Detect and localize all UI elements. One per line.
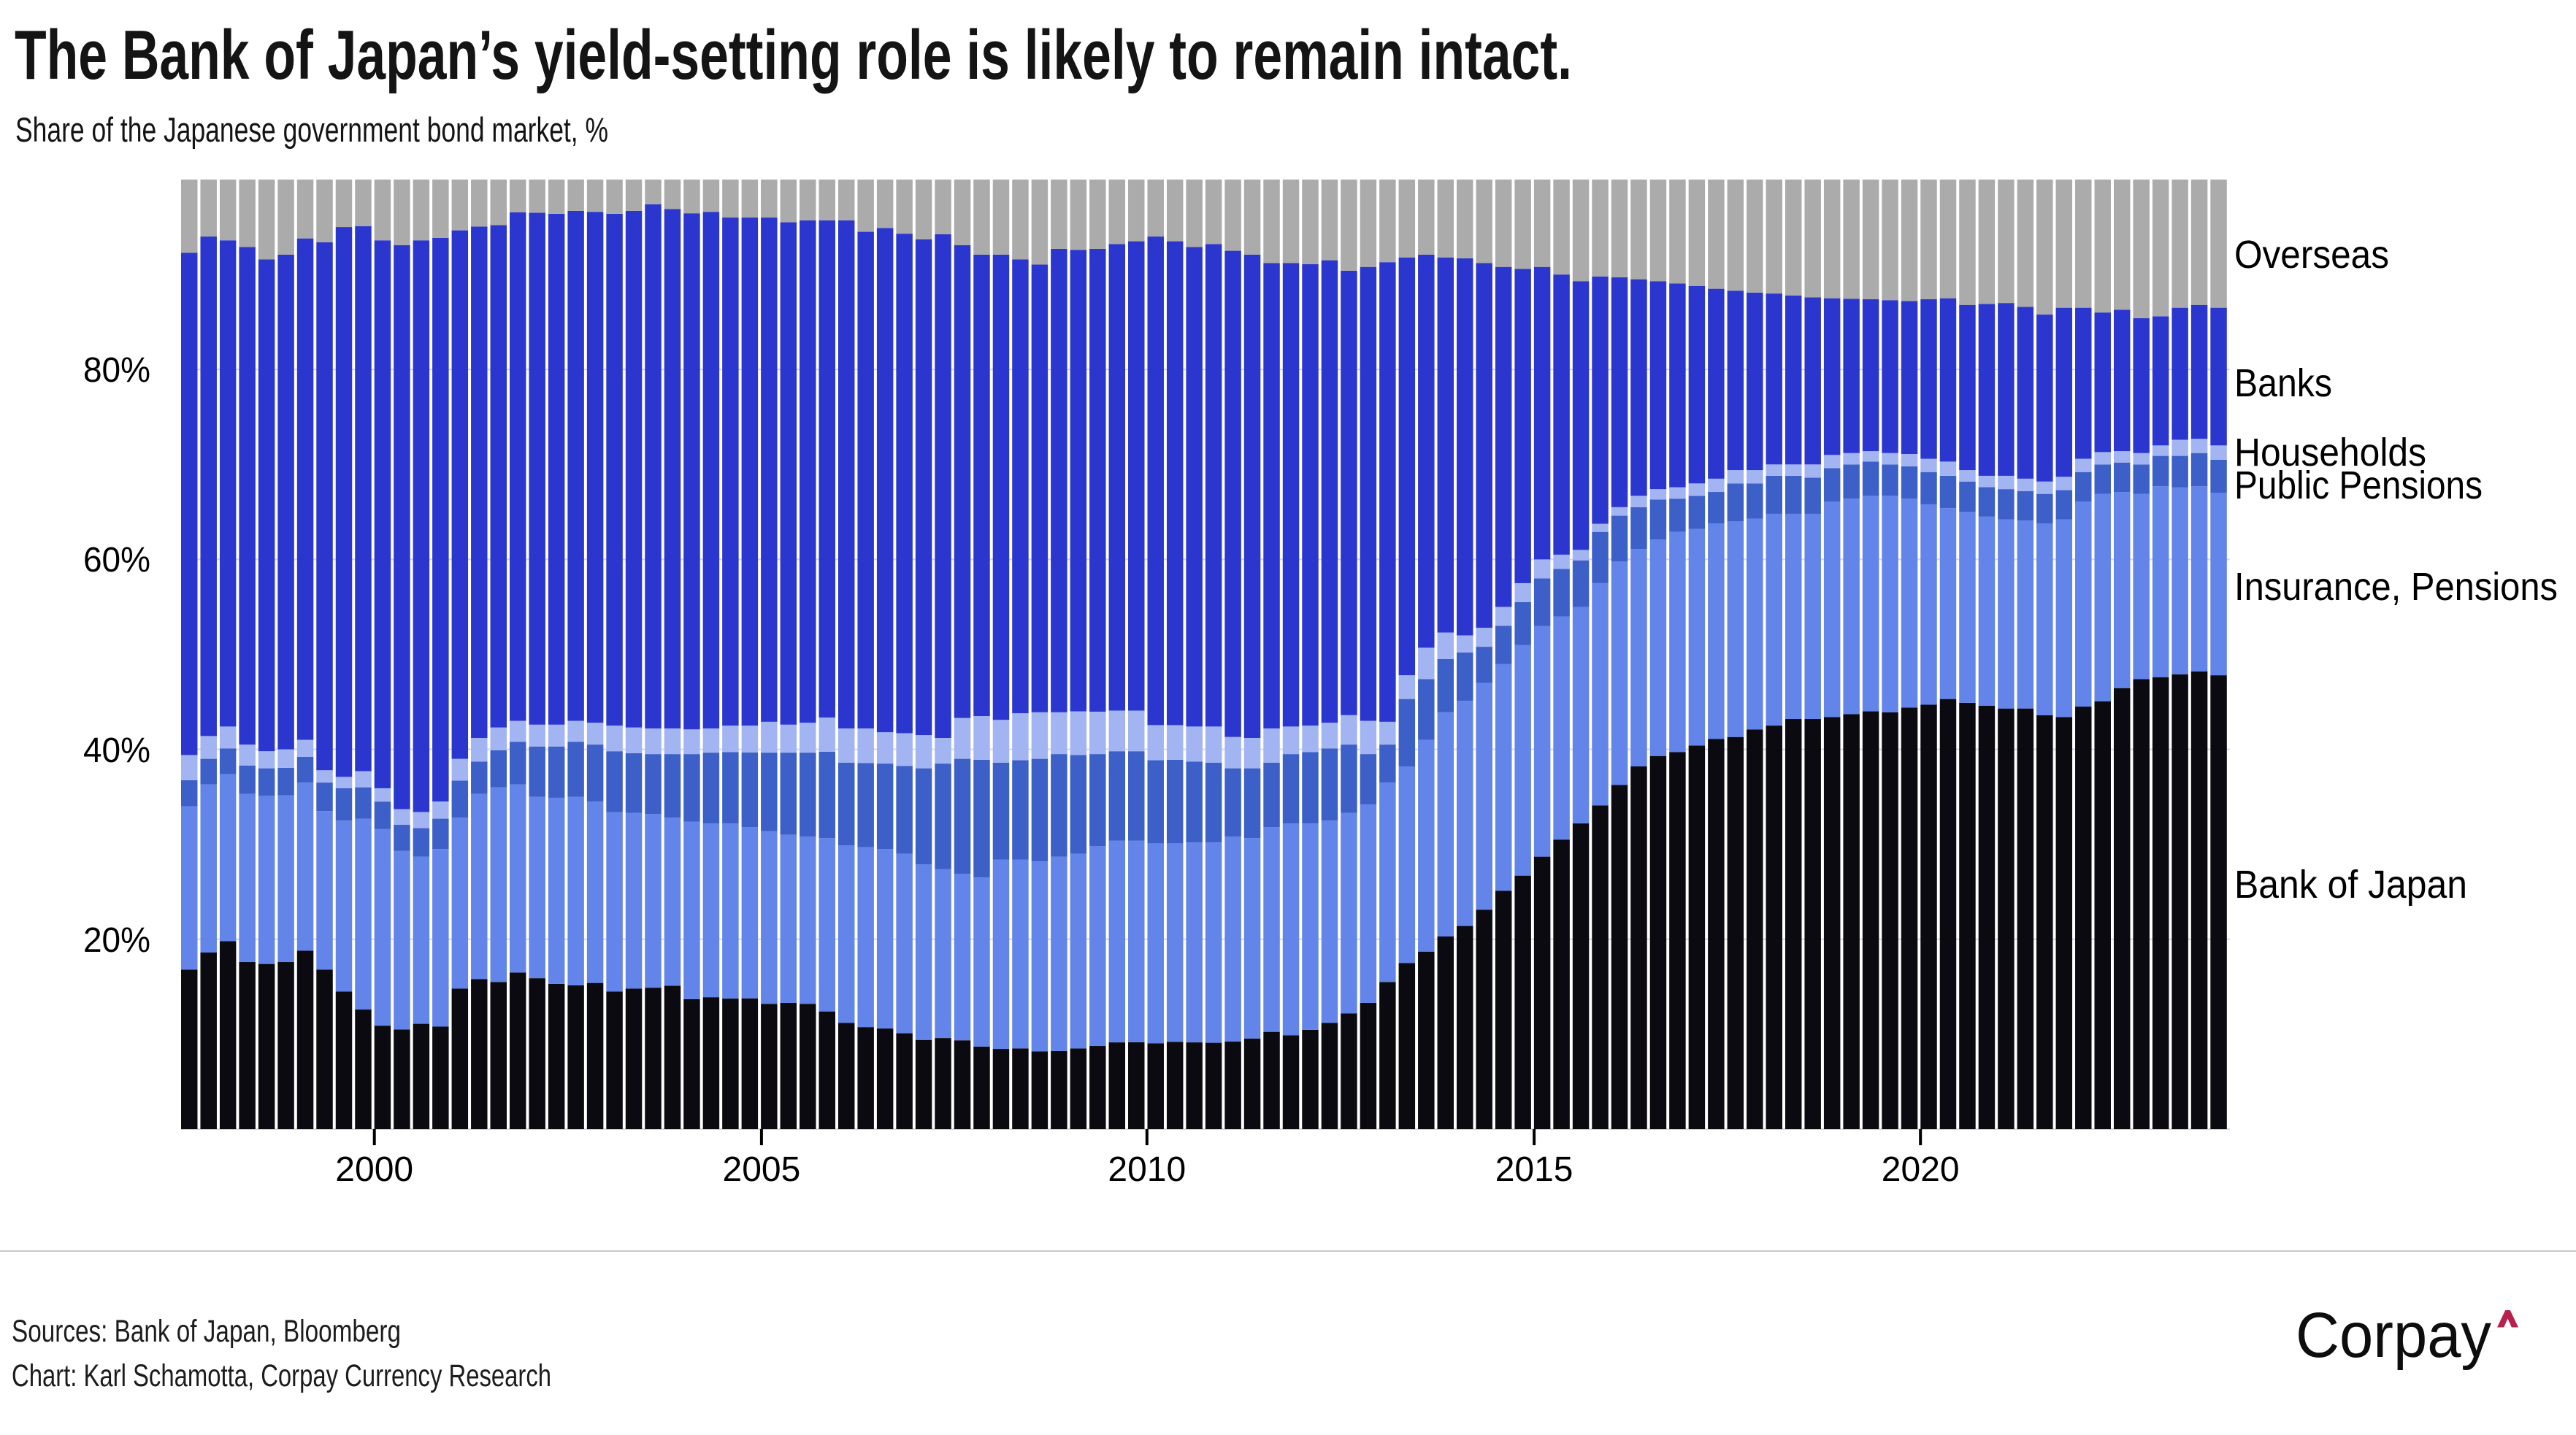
svg-text:40%: 40% — [83, 731, 150, 770]
svg-text:2015: 2015 — [1495, 1150, 1573, 1189]
svg-text:Chart: Karl Schamotta, Corpay: Chart: Karl Schamotta, Corpay Currency R… — [12, 1358, 551, 1393]
svg-text:2010: 2010 — [1108, 1150, 1186, 1189]
svg-text:Share of the Japanese governme: Share of the Japanese government bond ma… — [15, 110, 608, 149]
svg-text:Public Pensions: Public Pensions — [2234, 463, 2483, 507]
svg-text:Insurance, Pensions: Insurance, Pensions — [2234, 565, 2558, 609]
svg-text:2000: 2000 — [335, 1150, 413, 1189]
svg-text:Banks: Banks — [2234, 361, 2332, 405]
svg-text:20%: 20% — [83, 921, 150, 960]
svg-text:The Bank of Japan’s yield-sett: The Bank of Japan’s yield-setting role i… — [15, 16, 1572, 94]
svg-text:Bank of Japan: Bank of Japan — [2234, 863, 2467, 907]
svg-text:2005: 2005 — [723, 1150, 801, 1189]
svg-text:60%: 60% — [83, 541, 150, 580]
svg-text:2020: 2020 — [1882, 1150, 1960, 1189]
svg-text:Households: Households — [2234, 431, 2426, 474]
svg-text:80%: 80% — [83, 351, 150, 390]
svg-text:Overseas: Overseas — [2234, 233, 2389, 277]
svg-text:Sources: Bank of Japan, Bloomb: Sources: Bank of Japan, Bloomberg — [12, 1314, 401, 1349]
svg-text:Corpay: Corpay — [2296, 1300, 2491, 1371]
